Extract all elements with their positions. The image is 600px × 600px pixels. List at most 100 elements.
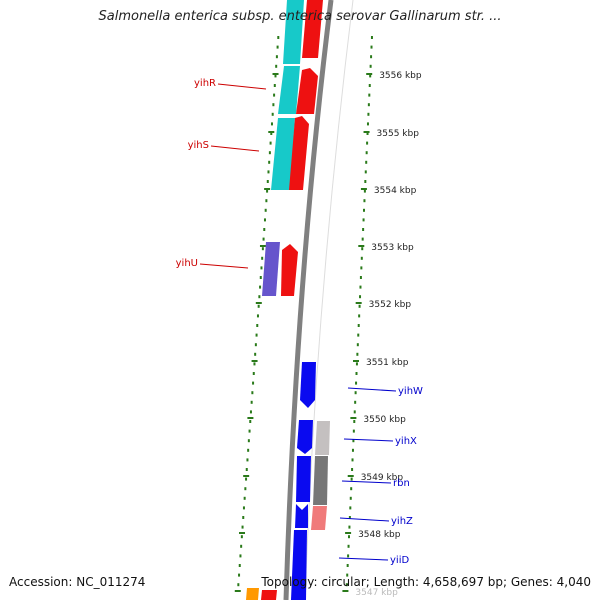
- tick-dot: [370, 36, 373, 39]
- tick-dot: [249, 420, 252, 423]
- major-tick: [353, 360, 360, 362]
- tick-dot: [270, 132, 273, 135]
- tick-dot: [249, 410, 252, 414]
- gene-blue-yihZ: [295, 504, 308, 528]
- major-tick: [234, 590, 241, 592]
- tick-dot: [348, 525, 351, 529]
- major-tick: [363, 131, 370, 133]
- tick-dot: [250, 400, 253, 404]
- scale-label: 3548 kbp: [358, 530, 401, 540]
- tick-dot: [368, 93, 371, 97]
- tick-dot: [242, 516, 245, 519]
- tick-dot: [364, 180, 367, 183]
- tick-dot: [270, 122, 273, 126]
- major-tick: [366, 73, 373, 75]
- leader-yihS: [210, 145, 260, 152]
- major-tick: [239, 532, 246, 534]
- leader-yihU: [199, 263, 249, 269]
- scale-label: 3555 kbp: [377, 129, 420, 139]
- tick-dot: [262, 237, 265, 241]
- gene-red-yihR: [296, 68, 318, 114]
- label-rbn: rbn: [393, 478, 410, 489]
- major-tick: [358, 245, 365, 247]
- tick-dot: [355, 381, 358, 385]
- tick-dot: [347, 544, 350, 548]
- accession-info: Accession: NC_011274: [9, 575, 146, 589]
- tick-dot: [258, 295, 261, 299]
- scale-ticks: [234, 36, 373, 592]
- gene-red-top: [302, 0, 323, 58]
- major-tick: [255, 302, 262, 304]
- tick-dot: [359, 295, 362, 299]
- tick-dot: [356, 343, 359, 347]
- scale-label: 3553 kbp: [371, 243, 414, 253]
- tick-dot: [247, 448, 250, 452]
- tick-dot: [363, 189, 366, 193]
- tick-dot: [256, 324, 259, 327]
- tick-dot: [261, 247, 264, 251]
- tick-dot: [352, 439, 355, 443]
- tick-dot: [277, 36, 280, 39]
- tick-dot: [348, 516, 351, 519]
- label-yihX: yihX: [395, 436, 417, 447]
- tick-dot: [259, 285, 262, 289]
- tick-dot: [238, 573, 241, 577]
- tick-dot: [354, 391, 357, 395]
- tick-dot: [240, 535, 243, 539]
- tick-dot: [365, 151, 368, 155]
- major-tick: [259, 245, 266, 247]
- tick-dot: [256, 314, 259, 318]
- gene-blue-yiiD: [291, 530, 307, 600]
- gene-blue-yihX: [297, 420, 313, 454]
- tick-dot: [355, 372, 358, 375]
- leader-yihZ: [339, 517, 390, 522]
- tick-dot: [275, 64, 278, 68]
- gene-orange: [246, 588, 259, 600]
- tick-dot: [241, 525, 244, 529]
- tick-dot: [350, 487, 353, 491]
- gene-red-bottom: [261, 590, 277, 600]
- tick-dot: [357, 324, 360, 327]
- tick-dot: [351, 448, 354, 452]
- tick-dot: [261, 256, 264, 260]
- tick-dot: [362, 228, 365, 231]
- label-yiiD: yiiD: [390, 555, 409, 566]
- tick-dot: [366, 141, 369, 145]
- page-title: Salmonella enterica subsp. enterica sero…: [98, 9, 502, 24]
- tick-dot: [252, 372, 255, 375]
- leader-yihR: [217, 83, 267, 90]
- tick-dot: [237, 583, 240, 587]
- tick-dot: [353, 420, 356, 423]
- tick-dot: [276, 45, 279, 49]
- tick-dot: [271, 112, 274, 116]
- tick-dot: [247, 439, 250, 443]
- tick-dot: [246, 458, 249, 462]
- tick-dot: [369, 64, 372, 68]
- topology-info: Topology: circular; Length: 4,658,697 bp…: [261, 575, 591, 589]
- leader-yihW: [347, 387, 397, 392]
- tick-dot: [265, 199, 268, 203]
- tick-dot: [254, 352, 257, 356]
- major-tick: [268, 131, 275, 133]
- tick-dot: [368, 84, 371, 87]
- tick-dot: [359, 285, 362, 289]
- label-yihS: yihS: [188, 140, 209, 151]
- tick-dot: [274, 74, 277, 78]
- scale-label: 3556 kbp: [379, 71, 422, 81]
- tick-dot: [352, 429, 355, 433]
- tick-dot: [245, 468, 248, 471]
- tick-dot: [367, 112, 370, 116]
- tick-dot: [240, 544, 243, 548]
- outer-ring-line: [304, 0, 354, 600]
- label-yihU: yihU: [176, 258, 198, 269]
- tick-dot: [360, 256, 363, 260]
- tick-dot: [349, 496, 352, 500]
- tick-dot: [356, 352, 359, 356]
- tick-dot: [361, 237, 364, 241]
- tick-dot: [347, 554, 350, 558]
- major-tick: [355, 302, 362, 304]
- gene-cyan-yihS: [271, 118, 295, 190]
- gene-blue-yihW: [300, 362, 316, 408]
- tick-dot: [367, 103, 370, 107]
- tick-dot: [357, 333, 360, 337]
